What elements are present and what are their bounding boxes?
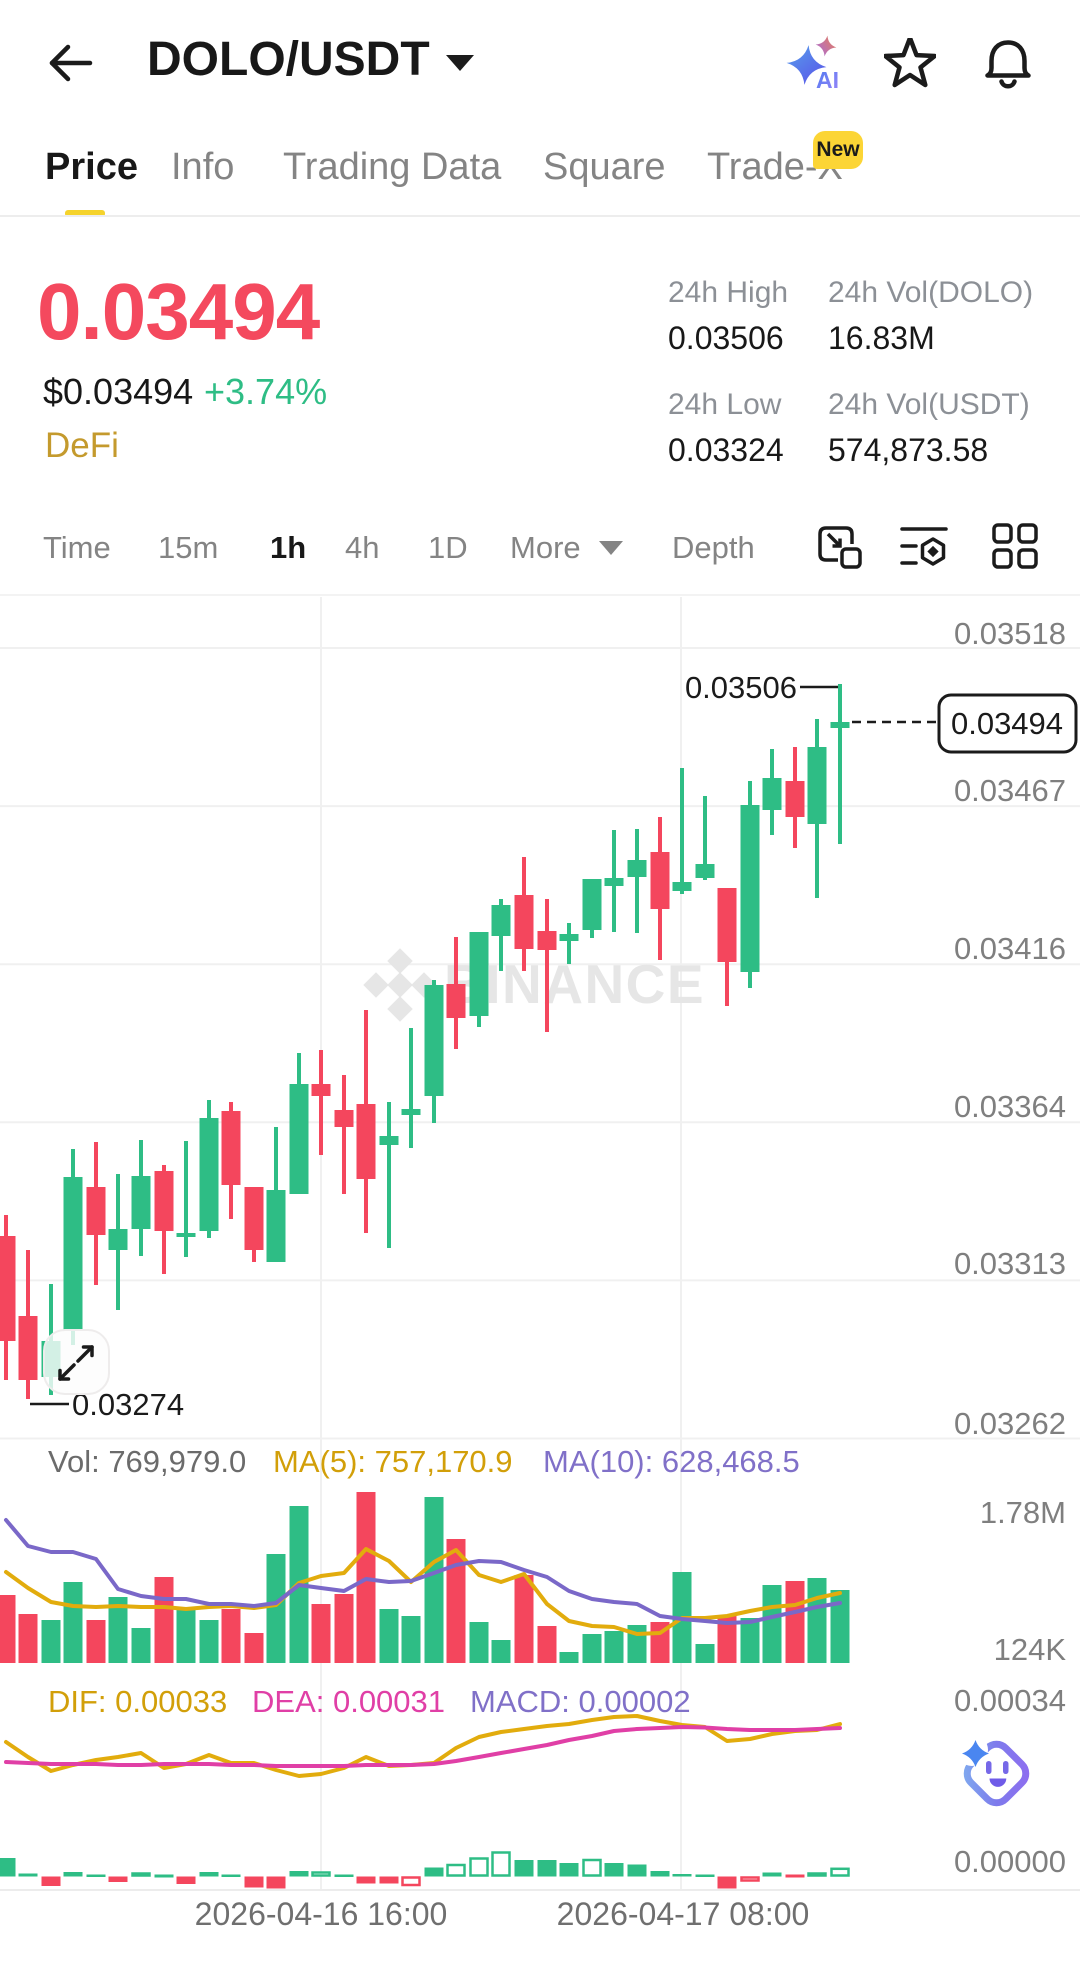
- svg-text:0.03416: 0.03416: [954, 931, 1066, 966]
- svg-text:DEA: 0.00031: DEA: 0.00031: [252, 1684, 445, 1719]
- svg-text:124K: 124K: [994, 1632, 1067, 1667]
- svg-text:MA(5): 757,170.9: MA(5): 757,170.9: [273, 1444, 513, 1479]
- svg-text:DIF: 0.00033: DIF: 0.00033: [48, 1684, 227, 1719]
- svg-text:Vol: 769,979.0: Vol: 769,979.0: [48, 1444, 246, 1479]
- svg-text:0.03506: 0.03506: [685, 670, 797, 705]
- svg-text:0.00000: 0.00000: [954, 1844, 1066, 1879]
- svg-text:0.03313: 0.03313: [954, 1246, 1066, 1281]
- svg-text:MA(10): 628,468.5: MA(10): 628,468.5: [543, 1444, 800, 1479]
- svg-text:2026-04-16 16:00: 2026-04-16 16:00: [195, 1896, 448, 1932]
- svg-text:0.03262: 0.03262: [954, 1406, 1066, 1441]
- svg-text:MACD: 0.00002: MACD: 0.00002: [470, 1684, 691, 1719]
- svg-text:0.03467: 0.03467: [954, 773, 1066, 808]
- svg-text:AI: AI: [816, 67, 839, 93]
- svg-text:0.00034: 0.00034: [954, 1683, 1066, 1718]
- svg-text:0.03518: 0.03518: [954, 616, 1066, 651]
- svg-text:2026-04-17 08:00: 2026-04-17 08:00: [557, 1896, 810, 1932]
- svg-text:0.03364: 0.03364: [954, 1089, 1066, 1124]
- svg-text:0.03494: 0.03494: [951, 706, 1063, 741]
- svg-text:1.78M: 1.78M: [980, 1495, 1066, 1530]
